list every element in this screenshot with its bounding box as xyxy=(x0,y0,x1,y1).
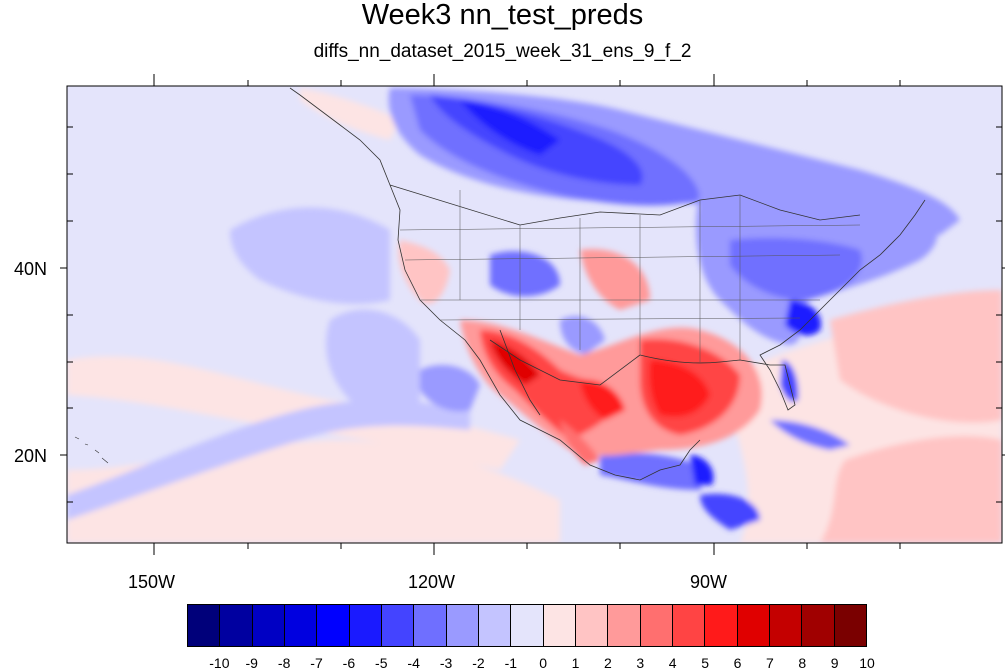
colorbar xyxy=(187,604,867,647)
state-borders xyxy=(399,190,861,362)
colorbar-swatch xyxy=(349,605,382,646)
colorbar-tick-label: -2 xyxy=(472,655,485,671)
colorbar-swatch xyxy=(381,605,415,646)
colorbar-swatch xyxy=(575,605,609,646)
colorbar-tick-label: 2 xyxy=(604,655,612,671)
lon-label-90w: 90W xyxy=(690,572,728,592)
colorbar-tick-label: -4 xyxy=(407,655,420,671)
colorbar-swatch xyxy=(252,605,285,646)
hawaii xyxy=(74,436,109,464)
colorbar-tick-label: 10 xyxy=(859,655,875,671)
lat-label-20n: 20N xyxy=(14,446,48,466)
colorbar-swatch xyxy=(640,605,673,646)
axis-ticks xyxy=(60,74,1005,555)
colorbar-tick-label: 3 xyxy=(636,655,645,671)
colorbar-tick-label: 4 xyxy=(668,655,677,671)
colorbar-tick-label: 7 xyxy=(765,655,774,671)
colorbar-tick-label: -5 xyxy=(375,655,388,671)
map-title: Week3 nn_test_preds xyxy=(361,0,644,31)
colorbar-tick-label: -3 xyxy=(439,655,453,671)
colorbar-swatch xyxy=(317,605,350,646)
colorbar-tick-label: -6 xyxy=(342,655,356,671)
colorbar-swatch xyxy=(737,605,770,646)
colorbar-swatch xyxy=(672,605,706,646)
lon-label-120w: 120W xyxy=(408,572,456,592)
colorbar-swatch xyxy=(543,605,576,646)
colorbar-swatch xyxy=(478,605,512,646)
colorbar-swatch xyxy=(769,605,803,646)
colorbar-tick-label: 5 xyxy=(701,655,709,671)
colorbar-tick-label: 1 xyxy=(571,655,580,671)
colorbar-swatch xyxy=(834,605,866,646)
colorbar-tick-label: 6 xyxy=(733,655,742,671)
colorbar-swatch xyxy=(608,605,641,646)
colorbar-swatch xyxy=(511,605,544,646)
lat-label-40n: 40N xyxy=(14,259,48,279)
precipitation-diff-map xyxy=(60,74,1005,555)
colorbar-swatch xyxy=(446,605,479,646)
colorbar-swatch xyxy=(705,605,738,646)
coastlines xyxy=(289,87,926,481)
colorbar-swatch xyxy=(802,605,835,646)
colorbar-tick-label: 0 xyxy=(539,655,548,671)
colorbar-tick-label: -8 xyxy=(277,655,291,671)
colorbar-swatch xyxy=(284,605,318,646)
colorbar-swatch xyxy=(414,605,447,646)
colorbar-labels: -10 -9 -8 -7 -6 -5 -4 -3 -2 -1 0 1 2 3 4 5 6 7 8 9 10 xyxy=(0,655,1005,671)
colorbar-tick-label: 8 xyxy=(798,655,807,671)
colorbar-tick-label: -10 xyxy=(209,655,230,671)
field-layer xyxy=(67,86,1002,543)
colorbar-swatch xyxy=(220,605,253,646)
colorbar-swatch xyxy=(188,605,221,646)
colorbar-tick-label: -9 xyxy=(245,655,258,671)
colorbar-tick-label: 9 xyxy=(830,655,839,671)
colorbar-tick-label: -7 xyxy=(310,655,323,671)
lon-label-150w: 150W xyxy=(128,572,176,592)
colorbar-tick-label: -1 xyxy=(504,655,518,671)
map-subtitle: diffs_nn_dataset_2015_week_31_ens_9_f_2 xyxy=(313,41,692,62)
